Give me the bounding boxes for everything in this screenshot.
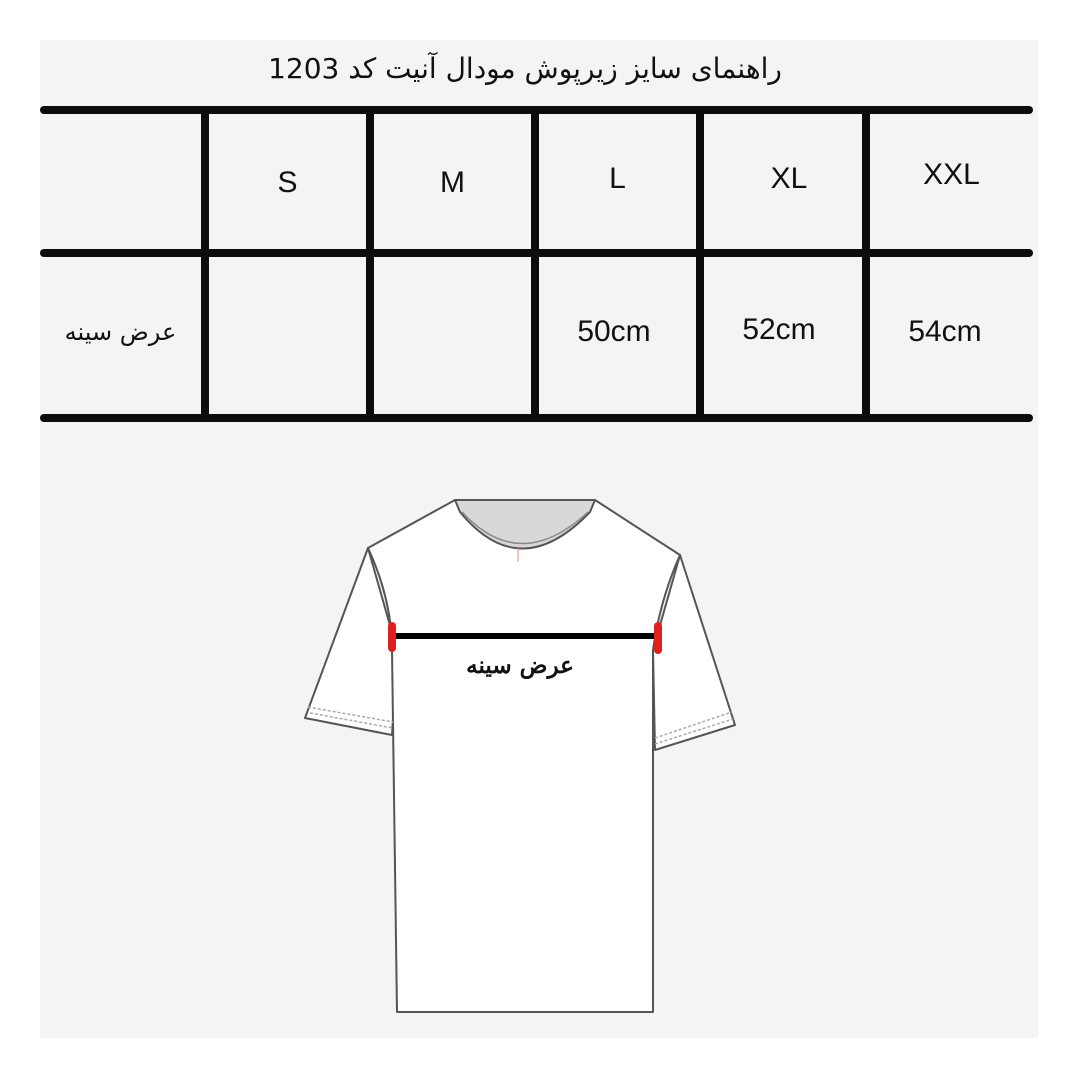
collar — [454, 499, 596, 550]
column-divider — [366, 110, 374, 420]
column-divider — [201, 110, 209, 420]
shirt-body — [367, 499, 681, 1013]
chest-marker-right — [654, 622, 662, 654]
header-size-m: M — [440, 166, 465, 199]
right-sleeve — [652, 554, 736, 751]
chart-title: راهنمای سایز زیرپوش مودال آنیت کد 1203 — [268, 52, 782, 85]
left-sleeve — [304, 547, 398, 736]
header-size-s: S — [277, 166, 298, 199]
column-divider — [862, 110, 870, 420]
chest-marker-left — [388, 622, 396, 652]
chest-width-label: عرض سینه — [466, 652, 574, 679]
header-size-xxl: XXL — [923, 158, 980, 191]
header-size-l: L — [609, 162, 626, 195]
row-label-chest-width: عرض سینه — [64, 318, 177, 346]
column-divider — [696, 110, 704, 420]
cell-xxl-chest: 54cm — [908, 315, 982, 348]
header-size-xl: XL — [770, 162, 808, 195]
cell-l-chest: 50cm — [577, 315, 651, 348]
cell-xl-chest: 52cm — [742, 313, 816, 346]
column-divider — [531, 110, 539, 420]
